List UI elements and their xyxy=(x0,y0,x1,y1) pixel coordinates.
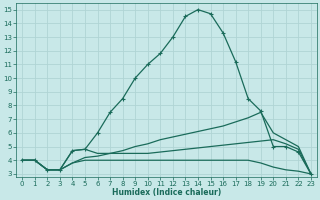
X-axis label: Humidex (Indice chaleur): Humidex (Indice chaleur) xyxy=(112,188,221,197)
